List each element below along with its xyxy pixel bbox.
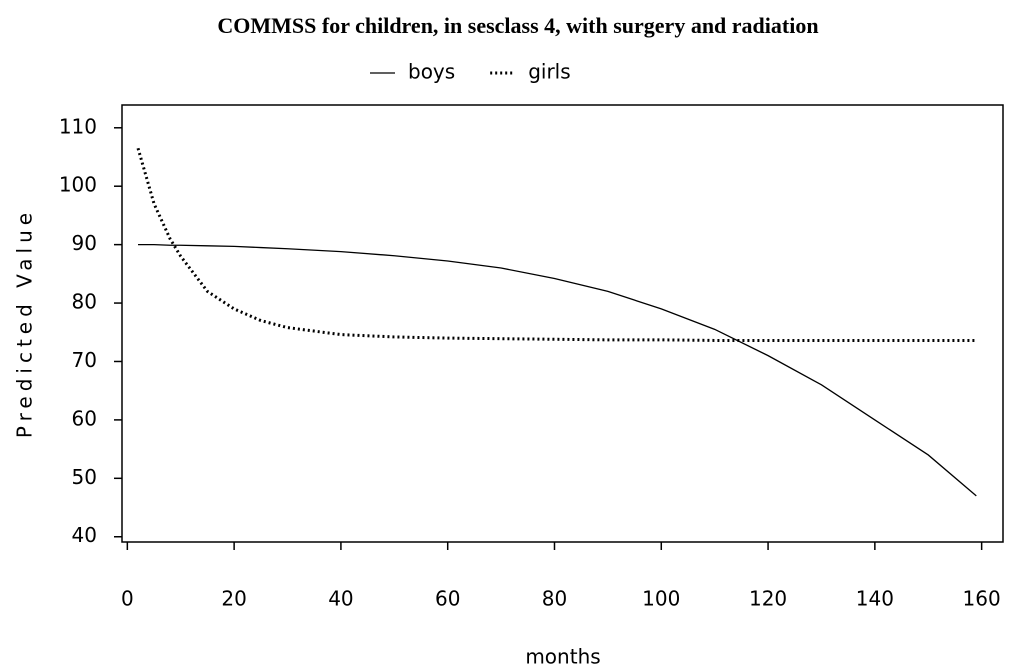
legend-label: girls [528,60,570,84]
x-tick-label: 80 [542,587,567,611]
x-axis-label: months [525,645,600,669]
x-tick-label: 160 [963,587,1001,611]
y-axis-label: Predicted Value [13,208,37,438]
y-tick-label: 40 [72,523,97,547]
y-tick-label: 90 [72,231,97,255]
x-tick-label: 40 [328,587,353,611]
x-tick-label: 120 [749,587,787,611]
x-tick-label: 0 [121,587,134,611]
y-tick-label: 110 [59,114,97,138]
chart-title: COMMSS for children, in sesclass 4, with… [217,13,818,38]
series-line [138,243,977,497]
y-tick-label: 70 [72,348,97,372]
x-tick-label: 100 [642,587,680,611]
plot-frame [121,104,1004,543]
y-tick-label: 60 [72,406,97,430]
y-tick-label: 50 [72,465,97,489]
y-tick-label: 80 [72,290,97,314]
x-tick-label: 20 [221,587,246,611]
x-tick-label: 60 [435,587,460,611]
legend-label: boys [408,60,455,84]
y-tick-label: 100 [59,173,97,197]
x-tick-label: 140 [856,587,894,611]
series-line [136,147,977,342]
